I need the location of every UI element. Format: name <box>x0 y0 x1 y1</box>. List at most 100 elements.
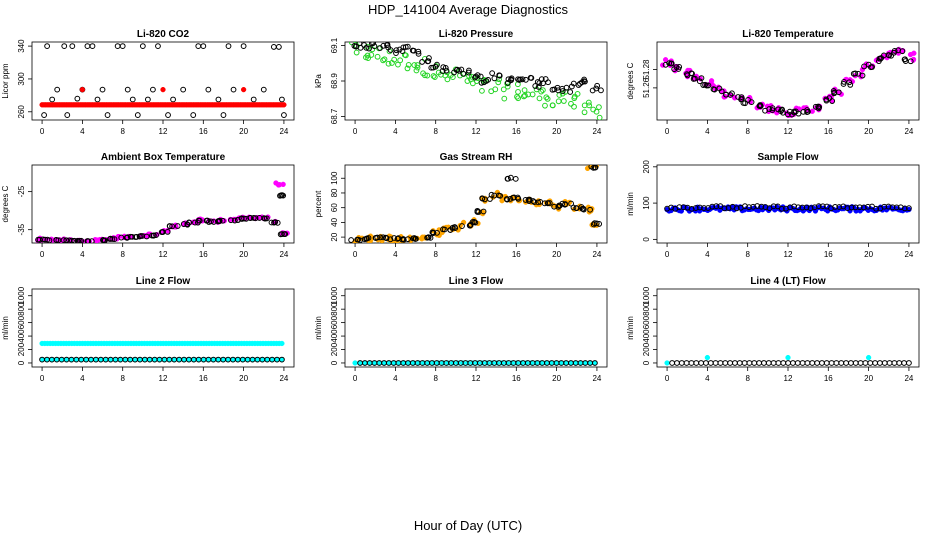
data-point <box>703 82 710 89</box>
data-point <box>559 200 566 207</box>
data-point <box>84 43 91 50</box>
data-point <box>567 89 574 95</box>
data-point <box>531 199 538 206</box>
x-tick-label: 4 <box>705 127 710 136</box>
data-point <box>282 231 289 237</box>
x-tick-label: 16 <box>199 374 208 383</box>
data-point <box>674 360 680 366</box>
x-tick-label: 4 <box>705 374 710 383</box>
data-point <box>387 47 394 53</box>
data-point <box>270 44 277 50</box>
data-point <box>594 82 601 89</box>
data-point <box>281 112 287 118</box>
data-point <box>688 360 695 366</box>
data-point <box>891 360 898 366</box>
y-axis-label: kPa <box>314 74 323 88</box>
data-point <box>872 360 878 366</box>
data-point <box>440 64 447 70</box>
data-point <box>543 94 550 101</box>
data-point <box>856 204 863 211</box>
data-point <box>74 237 81 243</box>
y-tick-label: 80 <box>330 188 339 197</box>
x-tick-label: 20 <box>864 250 873 259</box>
page-title: HDP_141004 Average Diagnostics <box>368 2 568 17</box>
x-tick-label: 12 <box>159 250 168 259</box>
data-point <box>666 60 673 67</box>
y-tick-label: 68.7 <box>330 108 339 124</box>
data-point <box>815 203 822 210</box>
y-tick-label: 800 <box>642 302 651 316</box>
data-point <box>240 86 247 93</box>
data-point <box>450 224 456 231</box>
x-tick-label: 12 <box>784 127 793 136</box>
data-point <box>696 204 703 211</box>
x-tick-label: 8 <box>433 250 438 259</box>
data-point <box>819 203 826 210</box>
data-point <box>479 87 485 94</box>
x-tick-label: 12 <box>472 250 481 259</box>
data-point <box>481 79 487 86</box>
data-point <box>200 43 207 50</box>
x-tick-label: 4 <box>393 127 398 136</box>
data-point <box>471 219 478 225</box>
data-point <box>368 52 375 58</box>
data-point <box>104 112 111 118</box>
data-point <box>799 360 806 366</box>
data-point <box>522 197 529 203</box>
data-point <box>370 42 377 47</box>
data-point <box>215 96 222 103</box>
x-tick-label: 8 <box>120 374 125 383</box>
data-point <box>479 195 486 202</box>
x-tick-label: 12 <box>472 127 481 136</box>
data-point <box>522 76 529 83</box>
data-point <box>281 102 287 108</box>
data-point <box>816 104 823 111</box>
y-tick-label: 1000 <box>17 286 26 304</box>
data-point <box>542 102 548 109</box>
data-point <box>770 203 777 210</box>
data-point <box>819 360 825 366</box>
data-point <box>384 42 390 49</box>
data-point <box>698 360 705 366</box>
data-point <box>757 102 764 108</box>
data-point <box>380 234 387 241</box>
x-tick-label: 24 <box>592 127 601 136</box>
data-point <box>272 219 279 225</box>
data-point <box>279 96 285 103</box>
data-point <box>443 67 450 74</box>
panel-title: Ambient Box Temperature <box>101 152 226 163</box>
x-tick-label: 8 <box>120 250 125 259</box>
data-point <box>804 360 811 366</box>
y-tick-label: 100 <box>642 196 651 210</box>
y-tick-label: 200 <box>17 342 26 356</box>
data-point <box>814 360 820 366</box>
chart-panel-6: Sample Flow ml/min 0 4 8 12 16 20 24 0 100 200 <box>626 152 920 259</box>
data-point <box>579 79 585 86</box>
data-point <box>434 61 440 68</box>
data-point <box>425 58 432 65</box>
y-axis-label: percent <box>314 190 323 217</box>
data-point <box>414 62 421 68</box>
data-point <box>195 43 202 50</box>
data-point <box>468 73 475 80</box>
x-tick-label: 24 <box>592 250 601 259</box>
data-point <box>231 217 238 224</box>
data-point <box>515 88 521 95</box>
data-point <box>79 86 86 93</box>
panel-title: Line 3 Flow <box>449 276 504 287</box>
data-point <box>391 235 398 241</box>
data-point <box>238 215 245 222</box>
x-tick-label: 4 <box>393 374 398 383</box>
y-tick-label: 69.1 <box>330 37 339 53</box>
data-point <box>250 96 257 103</box>
data-point <box>500 86 507 93</box>
data-point <box>843 360 849 366</box>
data-point <box>480 208 487 215</box>
data-point <box>166 223 173 229</box>
data-point <box>415 50 422 57</box>
data-point <box>74 95 81 102</box>
data-point <box>431 74 438 81</box>
data-point <box>405 62 412 68</box>
x-tick-label: 20 <box>239 374 248 383</box>
data-point <box>581 109 588 116</box>
